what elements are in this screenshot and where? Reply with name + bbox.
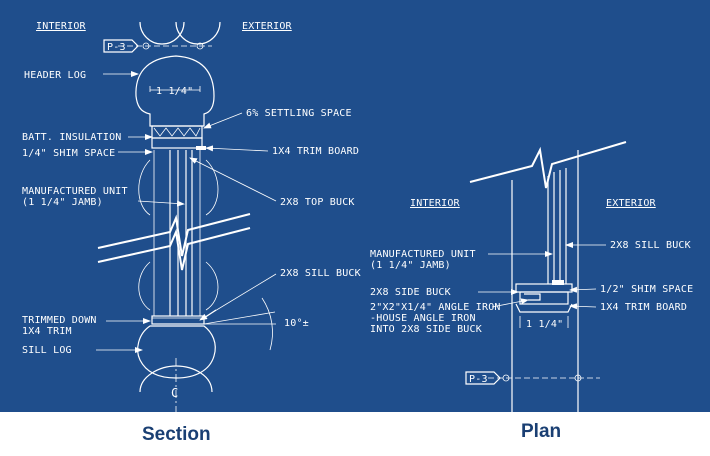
section-trim-board-label: 1X4 TRIM BOARD	[272, 146, 359, 157]
section-title: Section	[142, 424, 211, 445]
angle-iron-label-2: -HOUSE ANGLE IRON	[370, 313, 476, 324]
batt-insulation-label: BATT. INSULATION	[22, 132, 122, 143]
section-grid-tag: P-3	[103, 39, 139, 53]
angle-iron-label-1: 2"X2"X1/4" ANGLE IRON	[370, 302, 501, 313]
side-buck-label: 2X8 SIDE BUCK	[370, 287, 451, 298]
section-interior-label: INTERIOR	[36, 21, 87, 32]
plan-exterior-label: EXTERIOR	[606, 198, 657, 209]
plan-jamb-label: (1 1/4" JAMB)	[370, 260, 451, 271]
plan-shim-space-label: 1/2" SHIM SPACE	[600, 284, 693, 295]
plan-dim-1-1-4: 1 1/4"	[526, 319, 563, 330]
trimmed-down-label: TRIMMED DOWN	[22, 315, 97, 326]
centerline-symbol: C	[171, 386, 178, 400]
plan-drawing	[469, 141, 627, 412]
angle-iron-label-3: INTO 2X8 SIDE BUCK	[370, 324, 482, 335]
svg-text:P-3: P-3	[469, 374, 488, 385]
settling-space-label: 6% SETTLING SPACE	[246, 108, 352, 119]
plan-title: Plan	[521, 421, 561, 442]
plan-interior-label: INTERIOR	[410, 198, 461, 209]
sill-log-label: SILL LOG	[22, 345, 72, 356]
svg-text:P-3: P-3	[107, 42, 126, 53]
angle-label: 10°±	[284, 318, 309, 329]
section-manufactured-unit-label: MANUFACTURED UNIT	[22, 186, 128, 197]
trimmed-trim-label: 1X4 TRIM	[22, 326, 72, 337]
plan-trim-board-label: 1X4 TRIM BOARD	[600, 302, 687, 313]
top-buck-label: 2X8 TOP BUCK	[280, 197, 355, 208]
header-log-label: HEADER LOG	[24, 70, 86, 81]
section-dim-1-1-4: 1 1/4"	[156, 86, 193, 97]
plan-manufactured-unit-label: MANUFACTURED UNIT	[370, 249, 476, 260]
shim-space-label: 1/4" SHIM SPACE	[22, 148, 115, 159]
section-drawing	[96, 21, 277, 412]
section-jamb-label: (1 1/4" JAMB)	[22, 197, 103, 208]
section-exterior-label: EXTERIOR	[242, 21, 293, 32]
plan-grid-tag: P-3	[465, 371, 501, 385]
blueprint-background	[0, 0, 710, 412]
plan-sill-buck-label: 2X8 SILL BUCK	[610, 240, 691, 251]
section-sill-buck-label: 2X8 SILL BUCK	[280, 268, 361, 279]
